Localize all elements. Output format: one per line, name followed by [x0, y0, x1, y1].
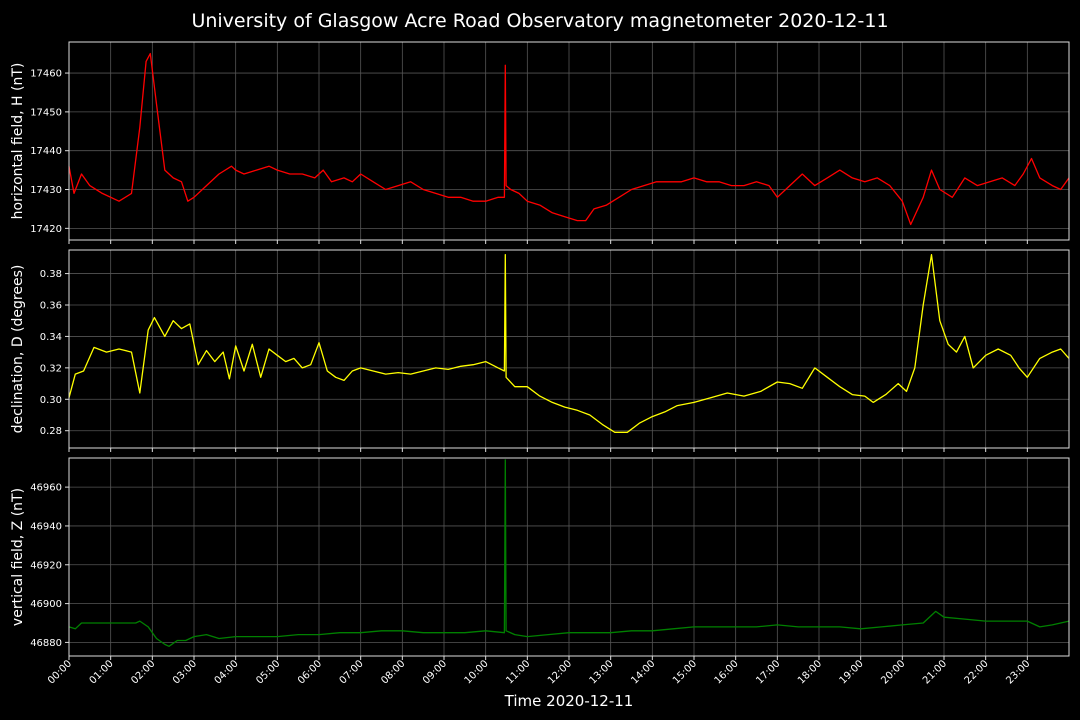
- x-tick-label: 08:00: [379, 658, 407, 686]
- x-axis-label: Time 2020-12-11: [504, 692, 634, 710]
- series-line-2: [68, 254, 1070, 433]
- x-tick-label: 13:00: [588, 658, 616, 686]
- x-tick-label: 11:00: [504, 658, 532, 686]
- x-tick-label: 16:00: [713, 658, 741, 686]
- y-tick-label: 46880: [30, 638, 62, 649]
- chart-title: University of Glasgow Acre Road Observat…: [191, 10, 889, 32]
- y-tick-label: 0.28: [40, 426, 62, 437]
- y-tick-label: 46940: [30, 521, 62, 532]
- y-tick-label: 17430: [30, 185, 62, 196]
- x-tick-label: 04:00: [213, 658, 241, 686]
- x-tick-label: 01:00: [88, 658, 116, 686]
- y-axis-label: horizontal field, H (nT): [10, 63, 26, 220]
- x-tick-label: 02:00: [129, 658, 157, 686]
- y-tick-label: 17440: [30, 146, 62, 157]
- y-tick-label: 17450: [30, 107, 62, 118]
- y-tick-label: 46920: [30, 560, 62, 571]
- x-tick-label: 06:00: [296, 658, 324, 686]
- y-tick-label: 0.32: [40, 363, 62, 374]
- y-tick-label: 46960: [30, 483, 62, 494]
- x-tick-label: 09:00: [421, 658, 449, 686]
- x-tick-label: 12:00: [546, 658, 574, 686]
- series-line-3: [68, 459, 1070, 647]
- x-tick-label: 23:00: [1004, 658, 1032, 686]
- panel-frame: [68, 41, 1070, 241]
- y-tick-label: 17460: [30, 69, 62, 80]
- x-tick-label: 03:00: [171, 658, 199, 686]
- x-tick-label: 05:00: [254, 658, 282, 686]
- x-tick-label: 21:00: [921, 658, 949, 686]
- x-tick-label: 20:00: [879, 658, 907, 686]
- y-tick-label: 0.30: [40, 395, 62, 406]
- x-tick-label: 00:00: [46, 658, 74, 686]
- panel-frame: [68, 249, 1070, 449]
- x-tick-label: 15:00: [671, 658, 699, 686]
- series-line-1: [68, 52, 1070, 226]
- x-tick-label: 10:00: [463, 658, 491, 686]
- x-tick-label: 19:00: [838, 658, 866, 686]
- y-tick-label: 0.38: [40, 269, 62, 280]
- x-tick-label: 17:00: [754, 658, 782, 686]
- x-tick-label: 14:00: [629, 658, 657, 686]
- y-tick-label: 0.34: [40, 332, 62, 343]
- y-axis-label: declination, D (degrees): [10, 265, 26, 434]
- y-tick-label: 46900: [30, 599, 62, 610]
- x-tick-label: 22:00: [963, 658, 991, 686]
- panel-frame: [68, 457, 1070, 657]
- x-tick-label: 07:00: [338, 658, 366, 686]
- y-tick-label: 17420: [30, 224, 62, 235]
- x-tick-label: 18:00: [796, 658, 824, 686]
- y-axis-label: vertical field, Z (nT): [10, 488, 26, 626]
- y-tick-label: 0.36: [40, 301, 62, 312]
